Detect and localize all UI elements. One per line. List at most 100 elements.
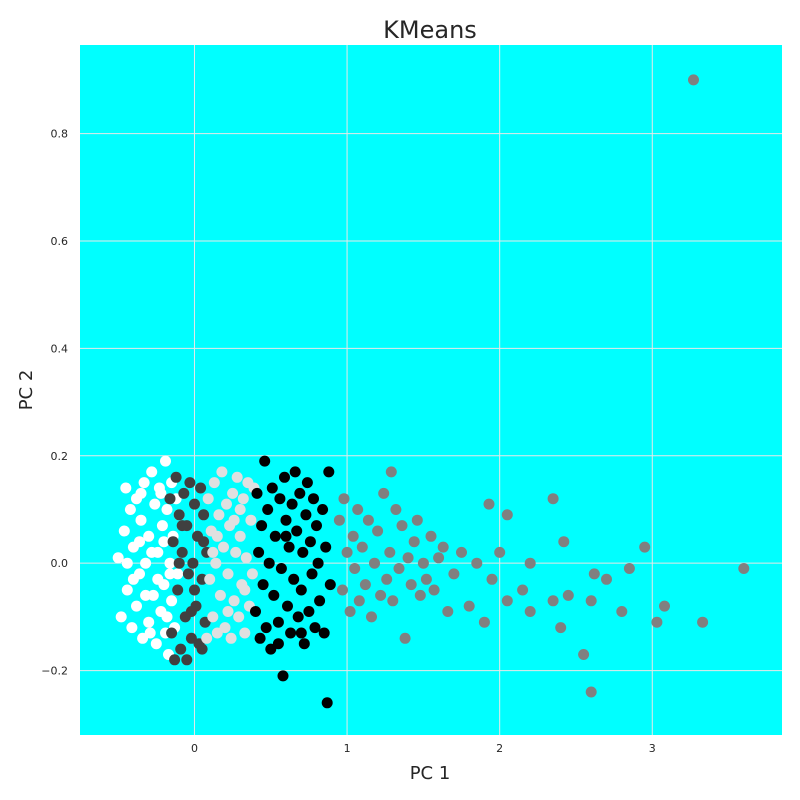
data-point-cluster-4 <box>433 552 445 564</box>
data-point-cluster-3 <box>256 520 268 532</box>
data-point-cluster-4 <box>375 589 387 601</box>
data-point-cluster-4 <box>501 595 513 607</box>
data-point-cluster-3 <box>266 482 278 494</box>
data-point-cluster-2 <box>218 541 229 553</box>
data-point-cluster-4 <box>478 616 490 628</box>
data-point-cluster-0 <box>134 536 145 548</box>
x-tick-label: 0 <box>191 742 198 755</box>
data-point-cluster-4 <box>352 504 364 515</box>
data-point-cluster-4 <box>659 600 670 612</box>
data-point-cluster-3 <box>285 627 297 639</box>
data-point-cluster-2 <box>228 514 240 526</box>
data-point-cluster-0 <box>150 638 162 650</box>
data-point-cluster-0 <box>112 552 124 564</box>
data-point-cluster-0 <box>115 611 127 623</box>
data-point-cluster-3 <box>320 541 332 553</box>
data-point-cluster-2 <box>201 632 213 644</box>
data-point-cluster-3 <box>297 546 309 558</box>
data-point-cluster-3 <box>280 514 292 526</box>
data-point-cluster-3 <box>260 622 272 634</box>
data-point-cluster-3 <box>259 455 271 467</box>
data-point-cluster-2 <box>246 568 258 580</box>
x-tick-label: 1 <box>344 742 351 755</box>
data-point-cluster-2 <box>231 471 243 483</box>
data-point-cluster-4 <box>359 579 371 591</box>
data-point-cluster-2 <box>225 632 237 644</box>
data-point-cluster-0 <box>160 455 171 467</box>
data-point-cluster-0 <box>147 589 159 601</box>
data-point-cluster-0 <box>126 622 138 634</box>
data-point-cluster-1 <box>189 498 200 510</box>
data-point-cluster-0 <box>143 616 155 628</box>
data-point-cluster-4 <box>738 563 750 574</box>
data-point-cluster-4 <box>353 595 365 607</box>
data-point-cluster-4 <box>372 525 384 537</box>
x-ticks: 0 1 2 3 <box>191 742 656 755</box>
data-point-cluster-2 <box>228 595 240 607</box>
data-point-cluster-4 <box>390 504 402 515</box>
data-point-cluster-0 <box>143 530 155 542</box>
data-point-cluster-0 <box>135 514 147 526</box>
data-point-cluster-3 <box>303 606 315 617</box>
data-point-cluster-2 <box>230 546 242 558</box>
data-point-cluster-3 <box>269 530 281 542</box>
data-point-cluster-4 <box>442 606 454 617</box>
data-point-cluster-4 <box>369 557 380 569</box>
data-point-cluster-0 <box>152 573 164 585</box>
data-point-cluster-4 <box>417 557 429 569</box>
data-point-cluster-3 <box>275 563 287 574</box>
data-point-cluster-1 <box>189 584 200 596</box>
data-point-cluster-3 <box>283 541 295 553</box>
data-point-cluster-0 <box>146 546 158 558</box>
data-point-cluster-3 <box>292 611 304 623</box>
data-point-cluster-4 <box>601 573 612 585</box>
data-point-cluster-4 <box>344 606 356 617</box>
data-point-cluster-3 <box>250 606 261 617</box>
data-point-cluster-1 <box>176 520 188 532</box>
data-point-cluster-4 <box>420 573 432 585</box>
x-axis-label: PC 1 <box>410 763 451 784</box>
data-point-cluster-0 <box>144 627 156 639</box>
data-point-cluster-4 <box>356 541 368 553</box>
data-point-cluster-4 <box>558 536 570 548</box>
data-point-cluster-3 <box>265 643 277 655</box>
data-point-cluster-3 <box>301 477 313 489</box>
data-point-cluster-1 <box>173 509 185 521</box>
data-point-cluster-0 <box>120 482 132 494</box>
data-point-cluster-4 <box>483 498 495 510</box>
data-point-cluster-1 <box>185 632 197 644</box>
data-point-cluster-3 <box>318 627 330 639</box>
data-point-cluster-2 <box>237 493 249 505</box>
data-point-cluster-4 <box>562 589 574 601</box>
data-point-cluster-0 <box>161 504 173 515</box>
data-point-cluster-4 <box>471 557 483 569</box>
y-tick-label: 0.8 <box>51 128 69 141</box>
data-point-cluster-4 <box>378 487 390 499</box>
data-point-cluster-2 <box>210 557 222 569</box>
data-point-cluster-2 <box>219 622 231 634</box>
data-point-cluster-1 <box>175 643 187 655</box>
data-point-cluster-2 <box>214 589 226 601</box>
data-point-cluster-3 <box>262 504 274 515</box>
data-point-cluster-1 <box>178 487 190 499</box>
data-point-cluster-2 <box>207 546 219 558</box>
data-point-cluster-3 <box>268 589 280 601</box>
y-tick-label: 0.6 <box>51 235 69 248</box>
data-point-cluster-4 <box>463 600 475 612</box>
data-point-cluster-2 <box>204 573 216 585</box>
data-point-cluster-3 <box>274 493 286 505</box>
data-point-cluster-3 <box>279 471 290 483</box>
data-point-cluster-4 <box>349 563 361 574</box>
data-point-cluster-4 <box>524 557 536 569</box>
y-tick-label: −0.2 <box>41 665 68 678</box>
data-point-cluster-0 <box>164 568 176 580</box>
data-point-cluster-2 <box>213 509 225 521</box>
data-point-cluster-2 <box>222 606 234 617</box>
data-point-cluster-3 <box>300 509 312 521</box>
data-point-cluster-4 <box>501 509 513 521</box>
data-point-cluster-1 <box>164 493 176 505</box>
data-point-cluster-1 <box>172 584 184 596</box>
data-point-cluster-4 <box>402 552 414 564</box>
data-point-cluster-4 <box>437 541 449 553</box>
